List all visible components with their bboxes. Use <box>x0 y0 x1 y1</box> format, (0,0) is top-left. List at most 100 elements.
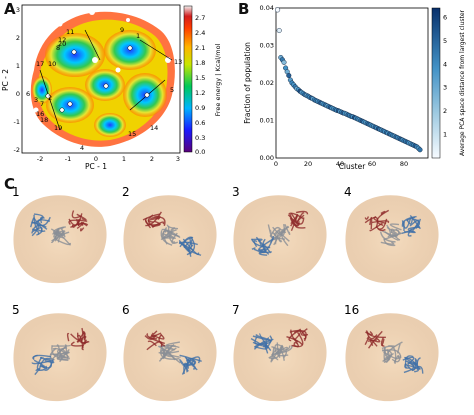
backbone-strand <box>36 356 45 371</box>
backbone-strand <box>43 359 54 371</box>
colorbar-tick: 0.3 <box>195 134 205 142</box>
backbone-strand <box>178 240 183 246</box>
backbone-strand <box>150 216 166 226</box>
backbone-strand <box>179 354 197 366</box>
backbone-strand <box>288 212 304 220</box>
backbone-strand <box>381 345 396 350</box>
cluster-structure: 6 <box>122 303 217 402</box>
backbone-strand <box>52 347 70 359</box>
colorbar-tick: 0.6 <box>195 119 205 127</box>
cluster-structure: 2 <box>122 185 217 284</box>
backbone-strand <box>31 359 54 365</box>
cluster-label: 9 <box>120 26 124 34</box>
backbone-strand <box>158 351 181 358</box>
panel-label-b: B <box>238 0 250 18</box>
backbone-strand <box>32 354 52 359</box>
backbone-strand <box>180 242 192 257</box>
backbone-strand <box>33 359 46 368</box>
cluster-structure: 3 <box>232 185 327 284</box>
colorbar-tick: 0.0 <box>195 148 205 156</box>
y-tick-label: 0.01 <box>260 117 274 125</box>
backbone-strand <box>38 357 52 371</box>
colorbar-tick: 5 <box>443 37 447 45</box>
backbone-strand <box>167 225 176 243</box>
backbone-strand <box>253 343 269 354</box>
plot-frame <box>275 7 429 159</box>
y-tick-label: -1 <box>14 118 20 126</box>
backbone-strand <box>33 213 44 223</box>
y-axis-label: Fraction of population <box>243 42 252 124</box>
backbone-strand <box>68 219 88 225</box>
cluster-structure: 4 <box>344 185 439 284</box>
backbone-strand <box>187 356 201 364</box>
backbone-strand <box>81 340 89 344</box>
cluster-structure: 1 <box>12 185 107 284</box>
colorbar-tick: 1 <box>443 131 447 139</box>
backbone-strand <box>292 337 300 348</box>
backbone-strand <box>258 248 268 256</box>
backbone-strand <box>145 211 162 227</box>
cluster-label: 12 <box>58 36 66 44</box>
backbone-strand <box>389 234 398 237</box>
free-energy-landscape: 1 2 3 4 5 6 7 8 9 10 11 12 13 14 15 16 1… <box>1 4 222 170</box>
backbone-strand <box>409 219 420 232</box>
backbone-strand <box>268 346 289 359</box>
backbone-strand <box>151 334 157 337</box>
backbone-strand <box>380 241 395 245</box>
population-scatter-chart: 0 20 40 60 80 0.00 0.01 0.02 0.03 0.04 Cluster F… <box>243 4 466 170</box>
colorbar-label: Free energy | Kcal/mol <box>214 43 222 116</box>
backbone-strand <box>271 345 291 351</box>
colorbar <box>431 7 441 159</box>
colorbar-tick: 1.5 <box>195 74 205 82</box>
backbone-strand <box>276 342 281 358</box>
colorbar <box>183 5 193 153</box>
backbone-strand <box>403 220 406 232</box>
backbone-strand <box>364 216 379 229</box>
backbone-strand <box>364 336 370 346</box>
backbone-strand <box>381 338 385 347</box>
structure-label: 4 <box>344 185 352 199</box>
cluster-label: 6 <box>26 90 30 98</box>
backbone-strand <box>289 329 302 341</box>
backbone-strand <box>147 340 157 347</box>
y-tick-label: -2 <box>14 146 20 154</box>
backbone-strand <box>266 337 270 342</box>
backbone-strand <box>52 344 72 347</box>
backbone-strand <box>31 224 47 234</box>
colorbar-tick: 0.9 <box>195 104 205 112</box>
x-tick-label: 40 <box>336 160 344 168</box>
backbone-strand <box>168 232 180 238</box>
backbone-strand <box>149 335 158 340</box>
panel-label-c: C <box>4 175 16 193</box>
cluster-center <box>144 92 150 98</box>
x-tick-label: 0 <box>274 160 278 168</box>
cluster-label: 14 <box>150 124 158 132</box>
y-tick-label: 0 <box>16 90 20 98</box>
backbone-strand <box>250 338 263 347</box>
y-axis-label: PC - 2 <box>1 69 10 91</box>
cluster-structure: 7 <box>232 303 327 402</box>
x-tick-label: 3 <box>176 155 180 163</box>
backbone-strand <box>44 359 55 364</box>
cluster-label: 15 <box>128 130 136 138</box>
cluster-structure: 5 <box>12 303 107 402</box>
cluster-center <box>103 83 109 89</box>
y-tick-label: 2 <box>16 34 20 42</box>
backbone-strand <box>391 355 402 363</box>
backbone-strand <box>62 344 68 353</box>
cluster-label: 13 <box>174 58 182 66</box>
cluster-label: 7 <box>40 100 44 108</box>
backbone-strand <box>383 232 402 241</box>
cluster-center <box>127 45 133 51</box>
backbone-strand <box>367 337 381 343</box>
backbone-strand <box>290 214 299 232</box>
y-tick-label: 0.04 <box>260 4 274 12</box>
backbone-strand <box>296 212 305 222</box>
backbone-strand <box>364 216 370 220</box>
cluster-center <box>59 107 65 113</box>
colorbar-tick: 3 <box>443 84 447 92</box>
cluster-label: 11 <box>66 28 74 36</box>
backbone-strand <box>369 217 373 230</box>
backbone-strand <box>81 339 88 351</box>
colorbar-tick: 2 <box>443 107 447 115</box>
